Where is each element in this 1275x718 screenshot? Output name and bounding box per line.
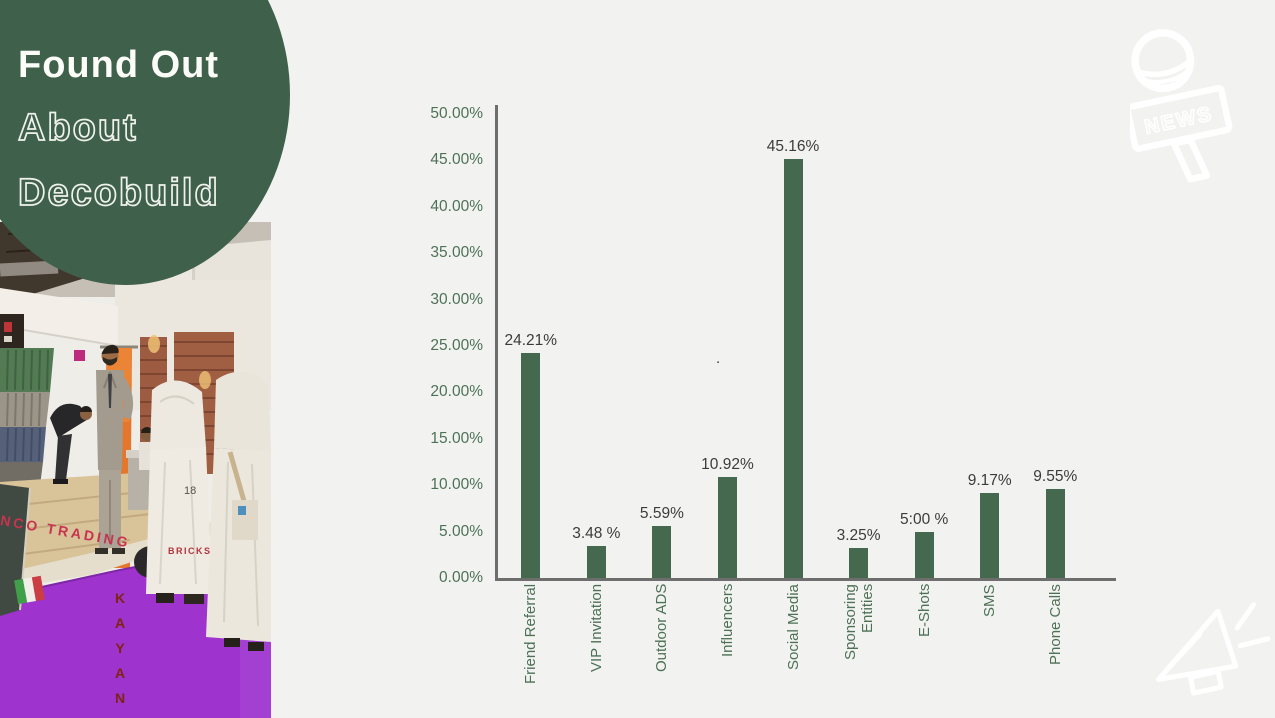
- bar: [1045, 489, 1065, 578]
- bars-row: 24.21% 3.48 % 5.59% 10.92% 45.16% 3.25% 5:00 %…: [498, 105, 1088, 578]
- x-tick: Phone Calls: [1023, 584, 1089, 716]
- y-tick-label: 35.00%: [430, 244, 483, 262]
- exhibition-photo: NCO TRADING BRICKS 18 KAYAN: [0, 222, 271, 718]
- y-tick-label: 20.00%: [430, 383, 483, 401]
- y-tick-label: 10.00%: [430, 476, 483, 494]
- x-tick-label: Friend Referral: [522, 584, 540, 685]
- x-tick: Social Media: [760, 584, 826, 716]
- y-tick-label: 15.00%: [430, 429, 483, 447]
- x-tick: VIP Invitation: [564, 584, 630, 716]
- news-microphone-icon: NEWS: [1130, 29, 1233, 183]
- y-tick-label: 40.00%: [430, 197, 483, 215]
- bar-value-label: 45.16%: [766, 137, 820, 155]
- bar-value-label: 9.55%: [1033, 468, 1078, 486]
- title-line-2: About: [17, 106, 138, 150]
- x-tick-label: E-Shots: [915, 584, 933, 638]
- slide-title: Found Out About Decobuild: [17, 44, 220, 237]
- x-tick: E-Shots: [891, 584, 957, 716]
- bar-slot: 24.21%: [498, 332, 564, 578]
- photo-person-bending: [50, 403, 90, 438]
- bar-value-label: 5.59%: [639, 505, 684, 523]
- bar: [717, 476, 737, 578]
- bar-slot: 5:00 %: [891, 511, 957, 578]
- exhibition-photo-graphic: [0, 222, 271, 718]
- x-tick-label: Sponsoring Entities: [841, 584, 876, 660]
- photo-person-suit: [95, 344, 134, 554]
- x-tick: Friend Referral: [498, 584, 564, 716]
- bar: [849, 547, 869, 578]
- bar-value-label: 3.25%: [836, 526, 881, 544]
- x-tick-label: Influencers: [718, 584, 736, 658]
- bar-slot: 3.25%: [826, 527, 892, 578]
- bar-slot: 3.48 %: [564, 525, 630, 578]
- stray-dot: .: [716, 350, 721, 367]
- y-tick-label: 45.00%: [430, 151, 483, 169]
- bar: [914, 531, 934, 578]
- bar-value-label: 10.92%: [701, 455, 754, 473]
- y-tick-label: 0.00%: [439, 568, 483, 586]
- bar-slot: 10.92%: [695, 456, 761, 578]
- y-tick-label: 50.00%: [430, 105, 483, 122]
- photo-roof-tiles-gray: [0, 392, 50, 427]
- photo-person-thobe-center: [146, 380, 212, 604]
- photo-booth-number: 18: [184, 485, 197, 497]
- bar-slot: 9.17%: [957, 472, 1023, 578]
- bar-value-label: 24.21%: [504, 332, 558, 350]
- x-tick: Influencers: [695, 584, 761, 716]
- x-tick: Sponsoring Entities: [826, 584, 892, 716]
- title-line-3: Decobuild: [17, 171, 220, 215]
- y-tick-label: 25.00%: [430, 336, 483, 354]
- bar-slot: 9.55%: [1023, 468, 1089, 578]
- x-tick-label: SMS: [981, 584, 999, 617]
- x-tick: Outdoor ADS: [629, 584, 695, 716]
- bar: [652, 526, 672, 578]
- x-axis-labels: Friend Referral VIP Invitation Outdoor ADS…: [498, 584, 1088, 716]
- photo-person-thobe-right: [206, 371, 271, 651]
- x-tick-label: Outdoor ADS: [653, 584, 671, 673]
- title-line-1: Found Out: [18, 44, 220, 86]
- bar-value-label: 5:00 %: [900, 510, 949, 528]
- x-tick-label: VIP Invitation: [587, 584, 605, 673]
- bar-slot: 5.59%: [629, 505, 695, 578]
- bar: [521, 353, 541, 578]
- bar-value-label: 9.17%: [967, 471, 1012, 489]
- photo-bricks-sign-text: BRICKS: [168, 546, 212, 556]
- x-tick-label: Social Media: [784, 584, 802, 670]
- plot-area: 24.21% 3.48 % 5.59% 10.92% 45.16% 3.25% 5:00 %…: [495, 105, 1116, 581]
- bar: [980, 492, 1000, 578]
- y-axis-labels: 50.00% 45.00% 40.00% 35.00% 30.00% 25.00% 20.0…: [388, 105, 483, 587]
- bar: [586, 545, 606, 578]
- y-tick-label: 30.00%: [430, 290, 483, 308]
- y-tick-label: 5.00%: [439, 522, 483, 540]
- photo-italy-flag: [14, 575, 45, 605]
- photo-kayan-banner-text: KAYAN: [112, 590, 128, 715]
- bar-slot: 45.16%: [760, 138, 826, 578]
- x-tick: SMS: [957, 584, 1023, 716]
- bar-value-label: 3.48 %: [572, 524, 621, 542]
- x-tick-label: Phone Calls: [1046, 584, 1064, 665]
- bar: [783, 158, 803, 578]
- megaphone-icon: [1156, 602, 1271, 696]
- photo-fascia-banner: [0, 288, 118, 346]
